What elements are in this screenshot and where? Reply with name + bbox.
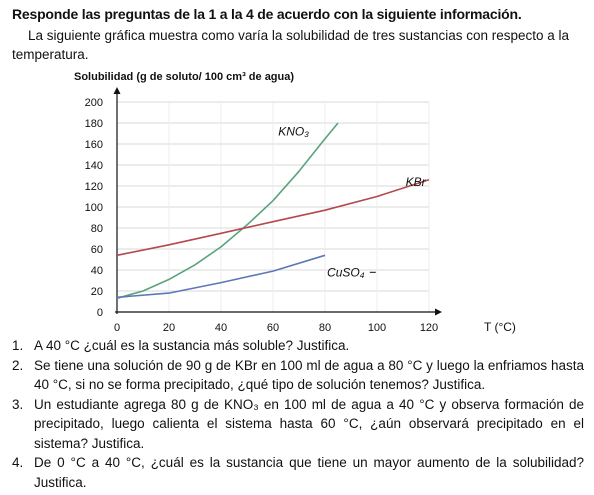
questions-list: 1. A 40 °C ¿cuál es la sustancia más solu… — [12, 336, 584, 492]
y-tick-label: 140 — [85, 160, 103, 172]
y-tick-label: 100 — [85, 202, 103, 214]
x-tick-label: 40 — [215, 322, 227, 334]
y-tick-label: 120 — [85, 181, 103, 193]
series-line-kno — [116, 122, 339, 300]
y-tick-label: 160 — [85, 139, 103, 151]
question-item: 2. Se tiene una solución de 90 g de KBr e… — [12, 356, 584, 395]
question-item: 4. De 0 °C a 40 °C, ¿cuál es la sustancia… — [12, 453, 584, 492]
question-number: 3. — [12, 396, 24, 412]
x-axis-arrow — [435, 308, 442, 316]
series-label-kno: KNO₃ — [278, 125, 309, 139]
question-number: 4. — [12, 455, 24, 470]
solubility-chart: 0 20 40 60 80 100 120 140 160 180 200 0 20 40 60 80 100 1… — [74, 71, 516, 334]
series-label-cuso: CuSO₄ — [327, 265, 365, 279]
y-tick-label: 40 — [91, 265, 103, 277]
y-tick-label: 60 — [91, 244, 103, 256]
question-text: Un estudiante agrega 80 g de KNO₃ en 100… — [34, 396, 584, 451]
y-axis-arrow — [113, 87, 121, 94]
y-tick-label: 0 — [97, 307, 103, 319]
chart-title: Solubilidad (g de soluto/ 100 cm³ de agu… — [74, 71, 294, 83]
question-item: 1. A 40 °C ¿cuál es la sustancia más solu… — [12, 336, 584, 356]
x-tick-label: 100 — [368, 322, 386, 334]
question-number: 2. — [12, 357, 24, 373]
y-tick-label: 20 — [91, 286, 103, 298]
x-axis-label: T (°C) — [484, 320, 516, 334]
y-tick-label: 180 — [85, 118, 103, 130]
x-tick-label: 20 — [163, 322, 175, 334]
x-tick-label: 80 — [319, 322, 331, 334]
x-tick-label: 120 — [420, 322, 438, 334]
series-label-kbr: KBr — [406, 175, 427, 189]
series-line-kbr — [116, 178, 430, 257]
intro-paragraph: La siguiente gráfica muestra como varía … — [12, 28, 570, 62]
instructions-heading: Responde las preguntas de la 1 a la 4 de… — [12, 6, 522, 22]
y-tick-label: 200 — [85, 97, 103, 109]
question-text: Se tiene una solución de 90 g de KBr en … — [34, 357, 584, 393]
x-tick-label: 60 — [267, 322, 279, 334]
question-item: 3. Un estudiante agrega 80 g de KNO₃ en 1… — [12, 395, 584, 454]
question-number: 1. — [12, 338, 24, 353]
question-text: De 0 °C a 40 °C, ¿cuál es la sustancia q… — [34, 455, 584, 490]
question-text: A 40 °C ¿cuál es la sustancia más solubl… — [34, 338, 350, 353]
series-line-cuso — [116, 254, 326, 299]
y-tick-label: 80 — [91, 223, 103, 235]
x-tick-label: 0 — [114, 322, 120, 334]
